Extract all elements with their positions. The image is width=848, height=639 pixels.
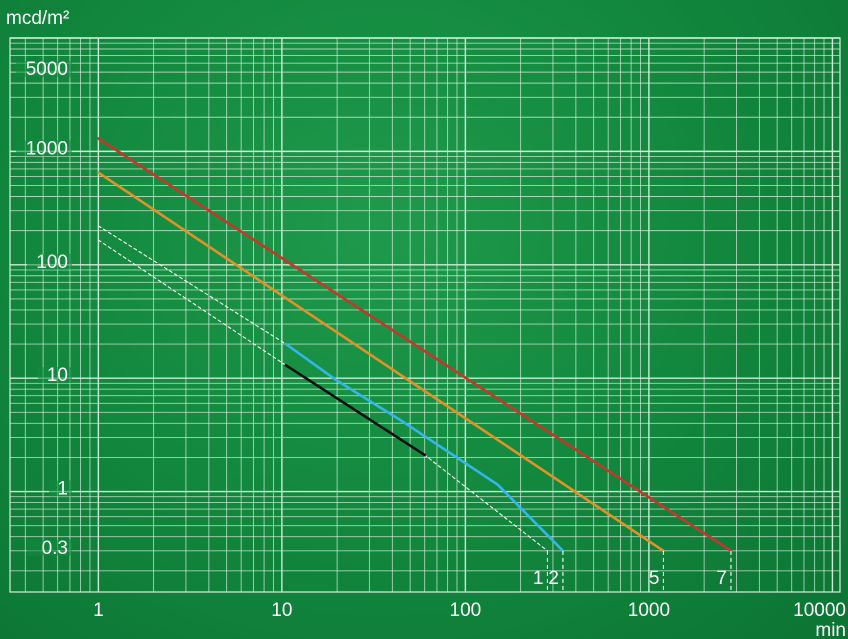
series-line-1 — [284, 363, 427, 457]
series-line-2 — [284, 342, 565, 553]
x-axis-label: min — [815, 620, 846, 639]
y-axis-label: mcd/m² — [6, 8, 69, 29]
tick-labels: 1 10 100 1000 10000 0.3 1 10 100 1000 5000 — [16, 59, 846, 621]
y-tick-label: 1 — [57, 479, 68, 500]
series-lines — [97, 137, 733, 553]
grid — [9, 37, 841, 593]
x-tick-label: 100 — [450, 600, 482, 621]
x-tick-label: 1000 — [628, 600, 670, 621]
y-tick-label-bg — [49, 480, 72, 497]
y-tick-label-bg — [27, 253, 72, 270]
y-tick-label: 10 — [47, 365, 68, 386]
x-tick-label: 1 — [93, 600, 104, 621]
series-line-2 — [97, 225, 287, 345]
series-line-5 — [97, 171, 665, 553]
y-tick-label-bg — [27, 539, 72, 556]
end-marker-label: 1 — [533, 568, 544, 589]
end-marker-label: 5 — [649, 568, 660, 589]
x-tick-label: 10 — [271, 600, 292, 621]
y-tick-label-bg — [16, 140, 72, 157]
y-tick-label: 100 — [36, 252, 68, 273]
x-tick-label: 10000 — [793, 600, 846, 621]
y-tick-label-bg — [38, 367, 72, 384]
y-tick-label: 1000 — [26, 138, 68, 159]
series-line-7 — [97, 137, 733, 553]
end-marker-label: 2 — [548, 568, 559, 589]
y-tick-label-bg — [16, 61, 72, 78]
end-marker-label: 7 — [716, 568, 727, 589]
y-tick-label: 0.3 — [42, 538, 68, 559]
y-tick-label: 5000 — [26, 59, 68, 80]
